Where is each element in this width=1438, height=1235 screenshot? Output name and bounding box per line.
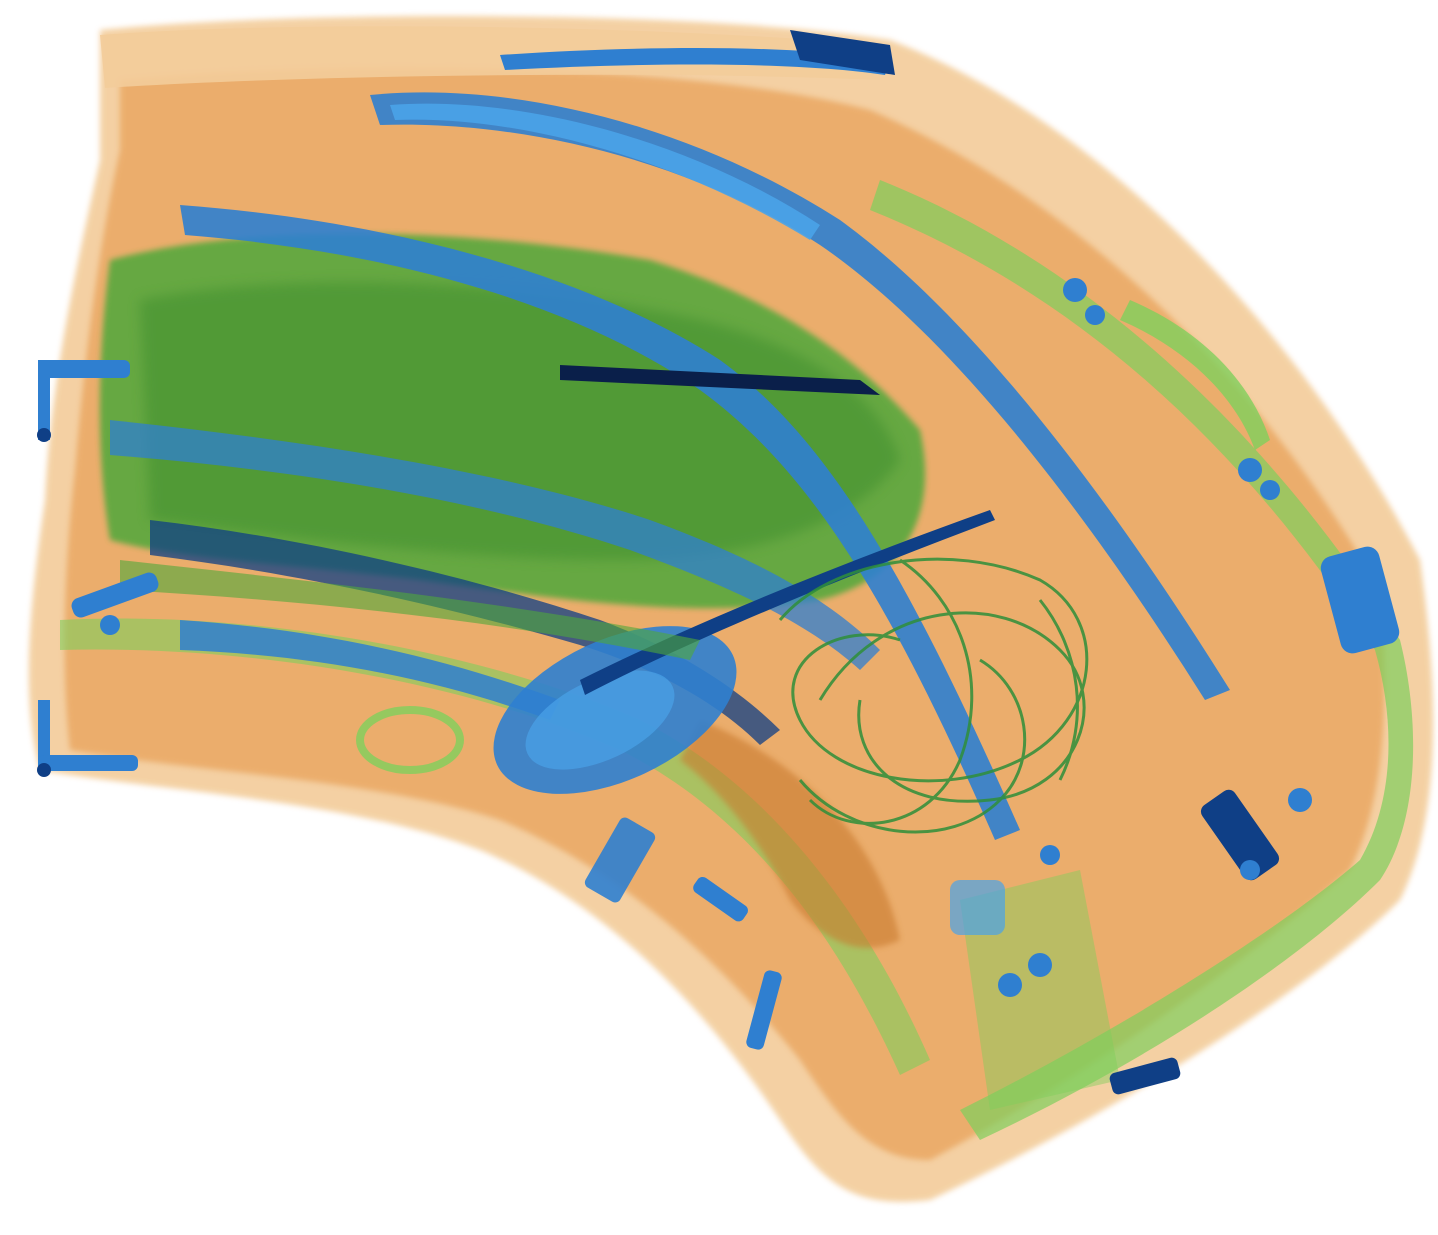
handle-bar-top-right bbox=[790, 30, 895, 75]
latch-left-middle bbox=[71, 572, 159, 635]
foot-bottom bbox=[1109, 1057, 1181, 1095]
oval-metal-object-highlight bbox=[525, 670, 675, 770]
green-rail-lower bbox=[120, 560, 700, 660]
curved-rod-lower-band bbox=[110, 420, 880, 670]
rivets-bottom bbox=[998, 845, 1060, 997]
caster-bottom-left bbox=[37, 700, 138, 777]
handle-strap-green bbox=[1120, 300, 1270, 450]
dense-rod-dark bbox=[560, 365, 880, 395]
tangled-cable bbox=[778, 557, 1089, 834]
telescopic-rod-top bbox=[500, 48, 890, 75]
dense-diagonal-rod bbox=[580, 510, 995, 695]
rivets-right-handle bbox=[1063, 278, 1280, 500]
clothing-mass-green-2 bbox=[140, 282, 900, 560]
suitcase-top-rail bbox=[100, 26, 880, 88]
metal-layer bbox=[37, 30, 1400, 1095]
mixed-material-layer bbox=[60, 180, 1414, 1140]
curved-rod-lower-band-2 bbox=[150, 520, 780, 745]
suitcase-frame-green-bottom bbox=[60, 618, 930, 1075]
suitcase-frame-green-right bbox=[870, 180, 1414, 1140]
curved-rod-middle bbox=[180, 205, 1020, 840]
round-item-green bbox=[356, 706, 464, 774]
zipper-pulls-bottom bbox=[584, 817, 782, 1050]
curved-rod-lower-band-3 bbox=[180, 620, 560, 720]
curved-rod-upper-inner bbox=[390, 103, 820, 240]
small-box-green bbox=[950, 880, 1005, 935]
caster-top-left bbox=[37, 360, 130, 442]
orange-dark-middle bbox=[680, 720, 900, 948]
lock-bottom-right bbox=[1200, 788, 1312, 881]
buckle-right-side bbox=[1320, 546, 1400, 654]
